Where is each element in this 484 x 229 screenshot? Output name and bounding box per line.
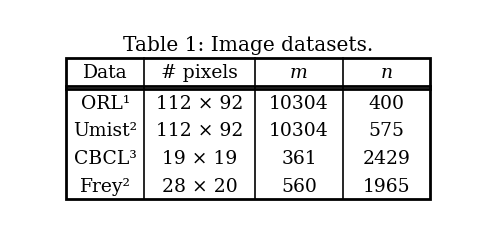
Text: 400: 400 xyxy=(368,95,404,112)
Text: n: n xyxy=(380,64,393,82)
Text: Table 1: Image datasets.: Table 1: Image datasets. xyxy=(123,35,373,54)
Text: 10304: 10304 xyxy=(269,122,329,140)
Text: CBCL³: CBCL³ xyxy=(74,149,136,167)
Text: ORL¹: ORL¹ xyxy=(81,95,130,112)
Text: Frey²: Frey² xyxy=(80,177,131,195)
Text: # pixels: # pixels xyxy=(161,64,238,82)
Text: Data: Data xyxy=(83,64,128,82)
Bar xyxy=(66,59,430,199)
Text: 1965: 1965 xyxy=(363,177,410,195)
Text: 2429: 2429 xyxy=(363,149,410,167)
Text: 112 × 92: 112 × 92 xyxy=(156,122,243,140)
Text: 575: 575 xyxy=(368,122,404,140)
Text: m: m xyxy=(290,64,308,82)
Text: 10304: 10304 xyxy=(269,95,329,112)
Text: 19 × 19: 19 × 19 xyxy=(162,149,238,167)
Text: 28 × 20: 28 × 20 xyxy=(162,177,238,195)
Text: 361: 361 xyxy=(281,149,317,167)
Text: 112 × 92: 112 × 92 xyxy=(156,95,243,112)
Text: 560: 560 xyxy=(281,177,317,195)
Text: Umist²: Umist² xyxy=(73,122,137,140)
